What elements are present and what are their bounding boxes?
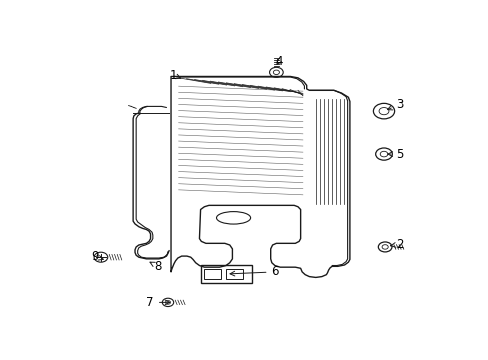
Text: 9: 9 — [91, 250, 103, 263]
Text: 1: 1 — [169, 68, 180, 82]
Bar — [225, 269, 243, 279]
Text: 7: 7 — [146, 296, 169, 309]
Text: 2: 2 — [390, 238, 403, 251]
Text: 5: 5 — [387, 148, 403, 161]
Text: 6: 6 — [229, 265, 279, 278]
Text: 4: 4 — [275, 55, 282, 68]
Text: 3: 3 — [387, 98, 403, 111]
Bar — [200, 265, 251, 283]
Text: 8: 8 — [150, 260, 161, 273]
Bar — [204, 269, 221, 279]
